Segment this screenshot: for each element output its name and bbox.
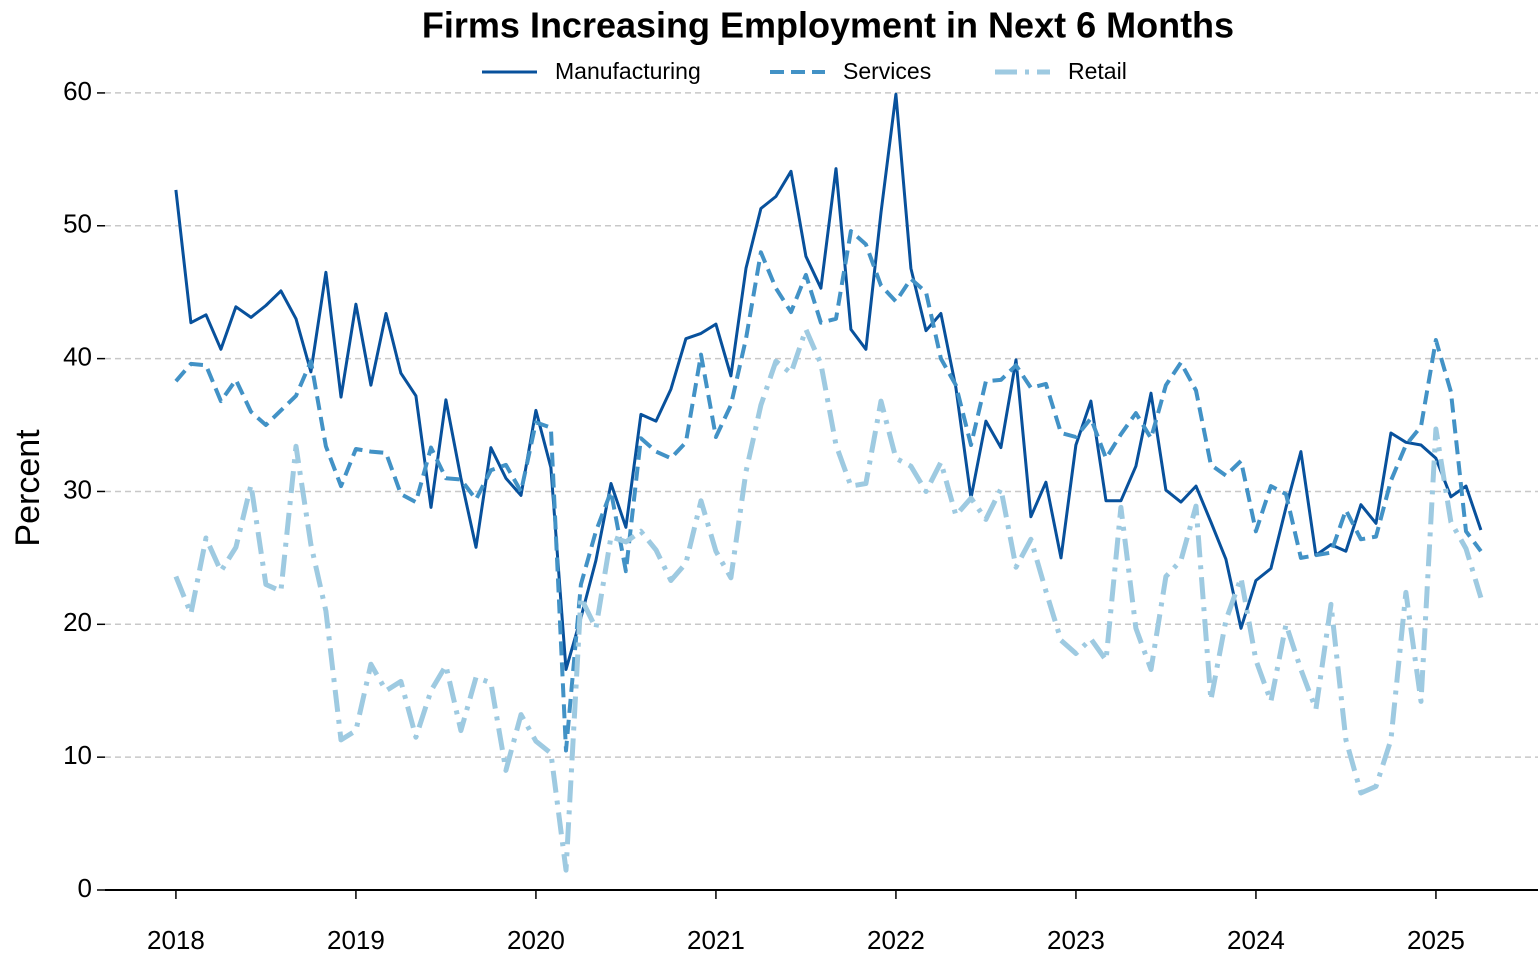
x-tick-label: 2018 (147, 925, 205, 955)
x-tick-label: 2019 (327, 925, 385, 955)
series-line (174, 229, 1483, 753)
y-tick-label: 0 (78, 873, 92, 903)
x-tick-label: 2022 (867, 925, 925, 955)
y-tick-label: 60 (63, 76, 92, 106)
y-tick-label: 40 (63, 341, 92, 371)
x-tick-label: 2024 (1227, 925, 1285, 955)
legend-label: Manufacturing (555, 58, 701, 84)
y-tick-label: 10 (63, 740, 92, 770)
x-tick-label: 2020 (507, 925, 565, 955)
chart-title: Firms Increasing Employment in Next 6 Mo… (422, 5, 1234, 46)
x-tick-label: 2023 (1047, 925, 1105, 955)
y-tick-label: 30 (63, 474, 92, 504)
y-axis-label: Percent (9, 429, 47, 547)
y-tick-label: 20 (63, 607, 92, 637)
y-tick-label: 50 (63, 209, 92, 239)
legend-label: Services (843, 58, 931, 84)
series-line (174, 92, 1483, 671)
x-tick-label: 2021 (687, 925, 745, 955)
legend-label: Retail (1068, 58, 1127, 84)
x-tick-label: 2025 (1407, 925, 1465, 955)
series-line (173, 326, 1484, 873)
